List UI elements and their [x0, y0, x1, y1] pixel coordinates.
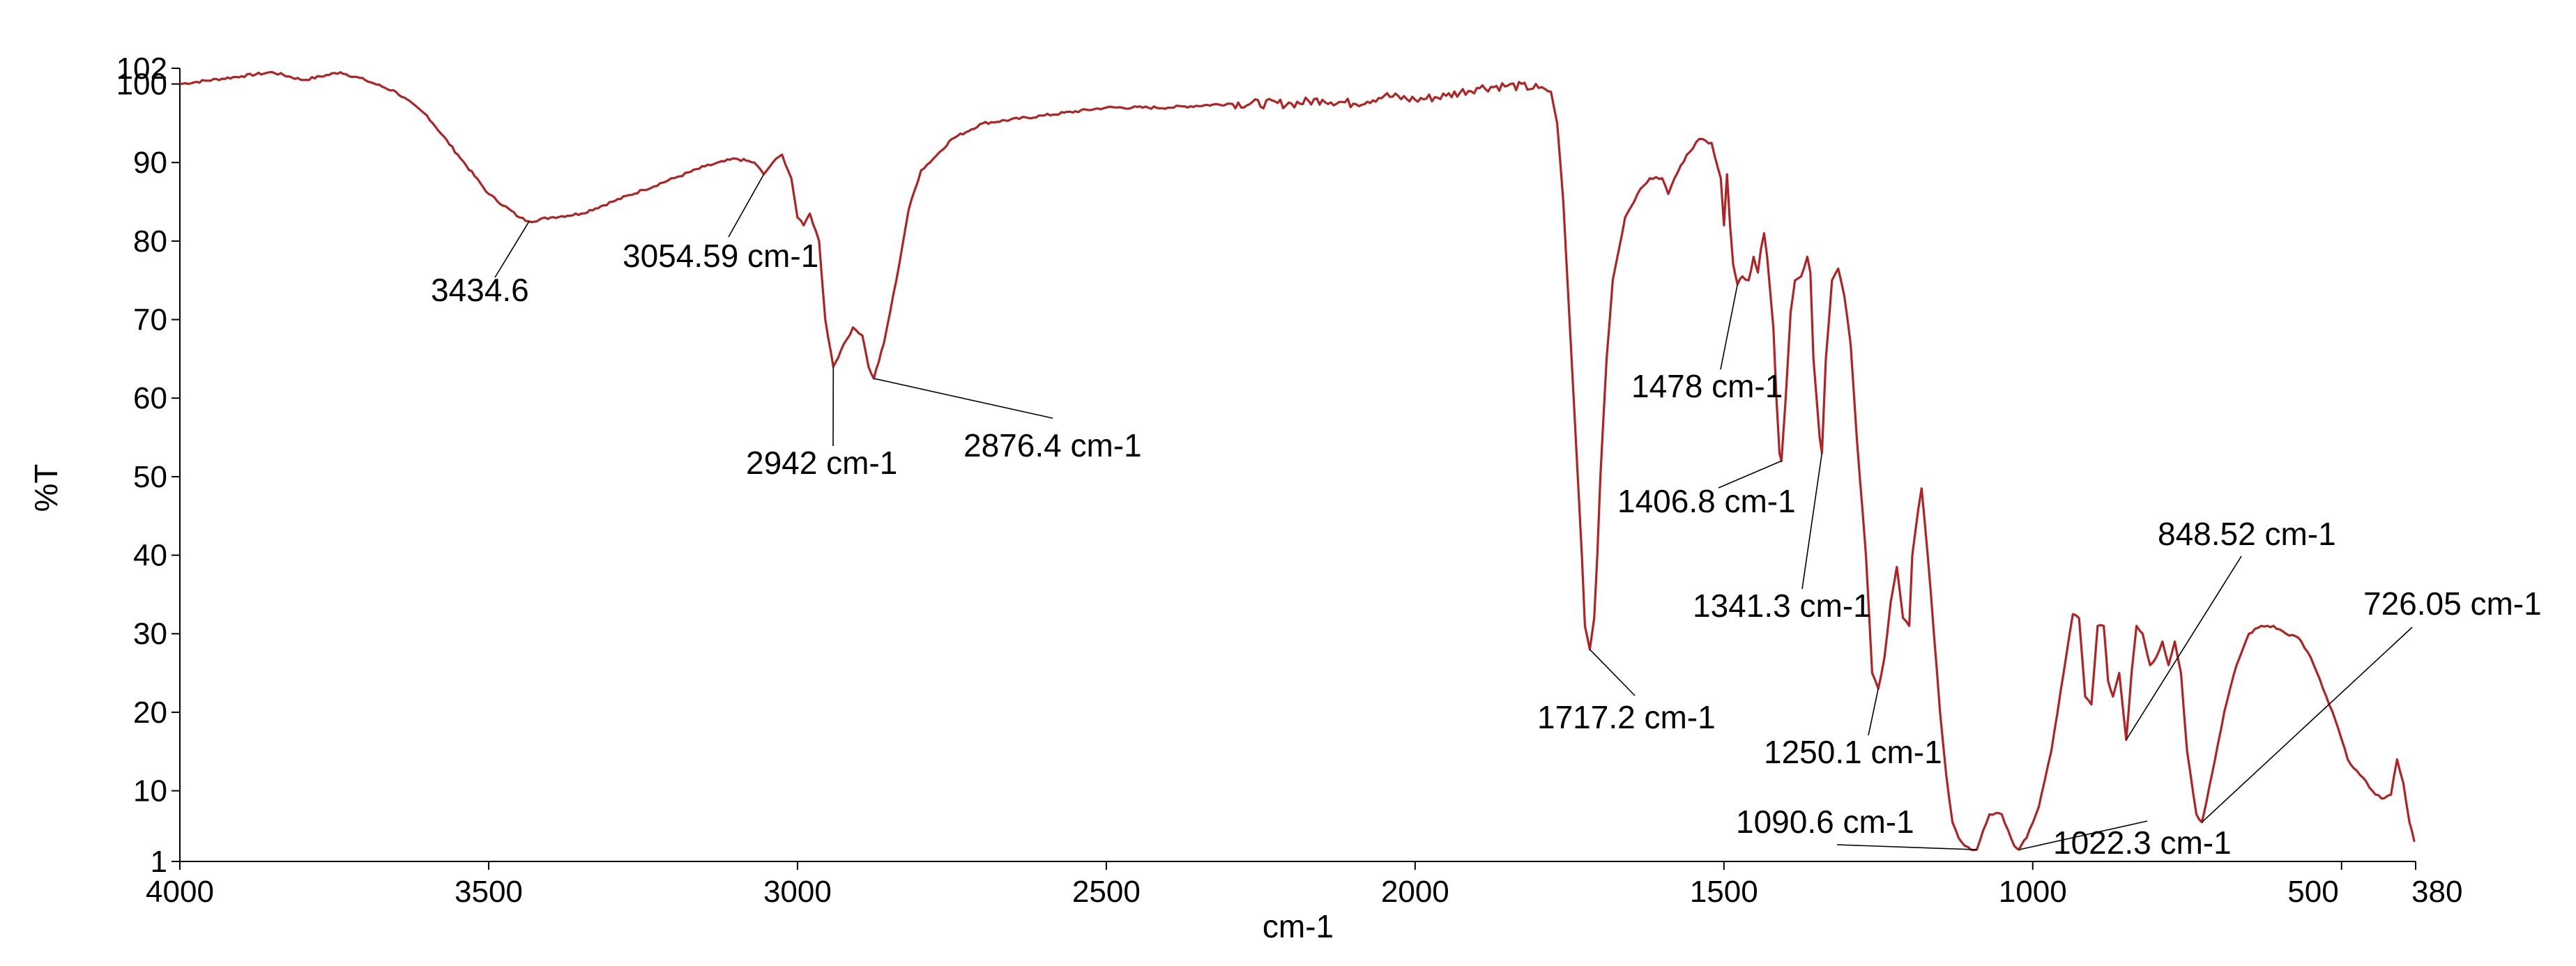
peak-label: 1406.8 cm-1: [1617, 483, 1796, 519]
annotation-leader: [494, 221, 530, 278]
x-tick-label: 3000: [763, 875, 832, 909]
annotation-leader: [1836, 844, 1977, 850]
annotation-leader: [2126, 555, 2242, 740]
x-tick-label: 2500: [1072, 875, 1141, 909]
annotation-leader: [874, 378, 1053, 419]
annotation-leaders: [494, 174, 2413, 850]
peak-label: 848.52 cm-1: [2158, 516, 2336, 552]
x-axis-title: cm-1: [1263, 908, 1334, 944]
annotation-leader: [1589, 649, 1636, 696]
x-tick-label: 2000: [1381, 875, 1449, 909]
peak-label: 1090.6 cm-1: [1736, 804, 1914, 840]
y-tick-label: 102: [116, 52, 167, 86]
peak-label: 2876.4 cm-1: [963, 427, 1142, 463]
annotation-leader: [1720, 284, 1739, 370]
y-axis-title: %T: [28, 464, 64, 512]
plot-area: [179, 68, 2416, 862]
annotation-leader: [2018, 820, 2148, 850]
x-tick-label: 4000: [146, 875, 214, 909]
x-axis-ticks: 4000 3500 3000 2500 2000 1500 1000 500 380: [146, 861, 2462, 909]
x-tick-label: 1500: [1690, 875, 1758, 909]
peak-label: 2942 cm-1: [746, 445, 897, 481]
y-tick-label: 40: [133, 539, 167, 573]
annotation-leader: [2201, 627, 2413, 823]
x-tick-label: 1000: [1999, 875, 2067, 909]
x-tick-label: 3500: [455, 875, 523, 909]
y-tick-label: 20: [133, 696, 167, 730]
x-tick-label: 380: [2411, 875, 2462, 909]
y-tick-label: 80: [133, 224, 167, 259]
peak-label: 1341.3 cm-1: [1693, 588, 1871, 624]
peak-annotations: 3434.6 3054.59 cm-1 2942 cm-1 2876.4 cm-1 17…: [431, 238, 2542, 861]
annotation-leader: [1718, 460, 1782, 489]
y-tick-label: 50: [133, 460, 167, 494]
y-tick-label: 100: [116, 68, 167, 102]
y-tick-label: 60: [133, 381, 167, 415]
x-tick-label: 500: [2287, 875, 2338, 909]
annotation-leader: [1868, 688, 1879, 736]
peak-label: 1478 cm-1: [1631, 368, 1783, 404]
peak-label: 1717.2 cm-1: [1537, 699, 1716, 735]
peak-label: 3434.6: [431, 272, 529, 308]
peak-label: 726.05 cm-1: [2363, 585, 2542, 622]
y-tick-label: 90: [133, 146, 167, 180]
y-tick-label: 1: [151, 845, 167, 879]
annotation-leader: [728, 174, 765, 238]
y-tick-label: 30: [133, 617, 167, 651]
spectrum-line: [179, 70, 2416, 852]
peak-label: 3054.59 cm-1: [623, 238, 818, 274]
y-tick-label: 10: [133, 774, 167, 808]
y-tick-label: 70: [133, 303, 167, 337]
annotation-leader: [1801, 452, 1823, 590]
peak-label: 1022.3 cm-1: [2053, 825, 2232, 861]
peak-label: 1250.1 cm-1: [1764, 734, 1942, 770]
